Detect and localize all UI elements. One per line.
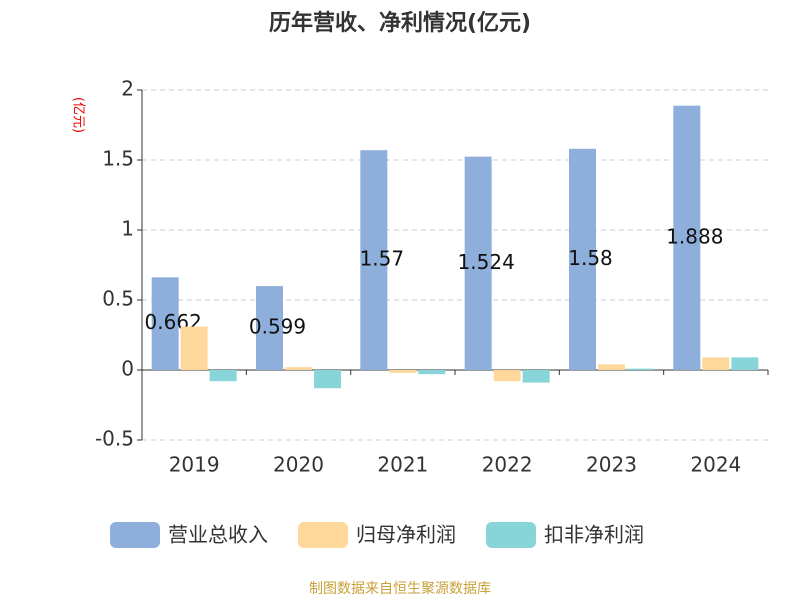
bar — [731, 357, 759, 370]
y-tick-label: 2 — [121, 77, 134, 101]
bar — [389, 370, 417, 373]
legend-label: 扣非净利润 — [544, 523, 644, 547]
bar — [256, 286, 283, 370]
bar — [493, 370, 521, 382]
data-label: 1.57 — [360, 247, 405, 271]
bar — [209, 370, 237, 382]
legend-label: 营业总收入 — [168, 523, 268, 547]
bar — [314, 370, 341, 389]
data-label: 0.599 — [249, 315, 306, 339]
legend-swatch — [110, 522, 160, 548]
x-tick-label: 2024 — [690, 453, 741, 477]
source-note: 制图数据来自恒生聚源数据库 — [309, 581, 491, 597]
y-axis-label: (亿元) — [71, 97, 86, 133]
bar — [702, 357, 730, 370]
bar — [285, 367, 312, 370]
data-label: 1.524 — [458, 250, 515, 274]
y-tick-label: 0.5 — [102, 287, 134, 311]
bar — [598, 364, 625, 370]
x-tick-label: 2023 — [586, 453, 637, 477]
legend-swatch — [298, 522, 348, 548]
legend-swatch — [486, 522, 536, 548]
chart-title: 历年营收、净利情况(亿元) — [269, 10, 531, 36]
bar — [627, 368, 654, 370]
bar — [360, 150, 388, 370]
bar — [464, 156, 492, 370]
bar — [522, 370, 550, 383]
x-tick-label: 2020 — [273, 453, 324, 477]
x-tick-label: 2019 — [169, 453, 220, 477]
y-tick-label: 1.5 — [102, 147, 134, 171]
legend-label: 归母净利润 — [356, 523, 456, 547]
y-tick-label: -0.5 — [95, 427, 134, 451]
data-label: 1.888 — [666, 224, 723, 248]
bar — [180, 326, 208, 370]
x-tick-label: 2022 — [482, 453, 533, 477]
bar — [151, 277, 179, 370]
x-tick-label: 2021 — [377, 453, 428, 477]
y-tick-label: 0 — [121, 357, 134, 381]
data-label: 1.58 — [568, 246, 613, 270]
y-tick-label: 1 — [121, 217, 134, 241]
bar — [673, 105, 701, 371]
bar — [418, 370, 446, 375]
bar — [569, 148, 596, 370]
